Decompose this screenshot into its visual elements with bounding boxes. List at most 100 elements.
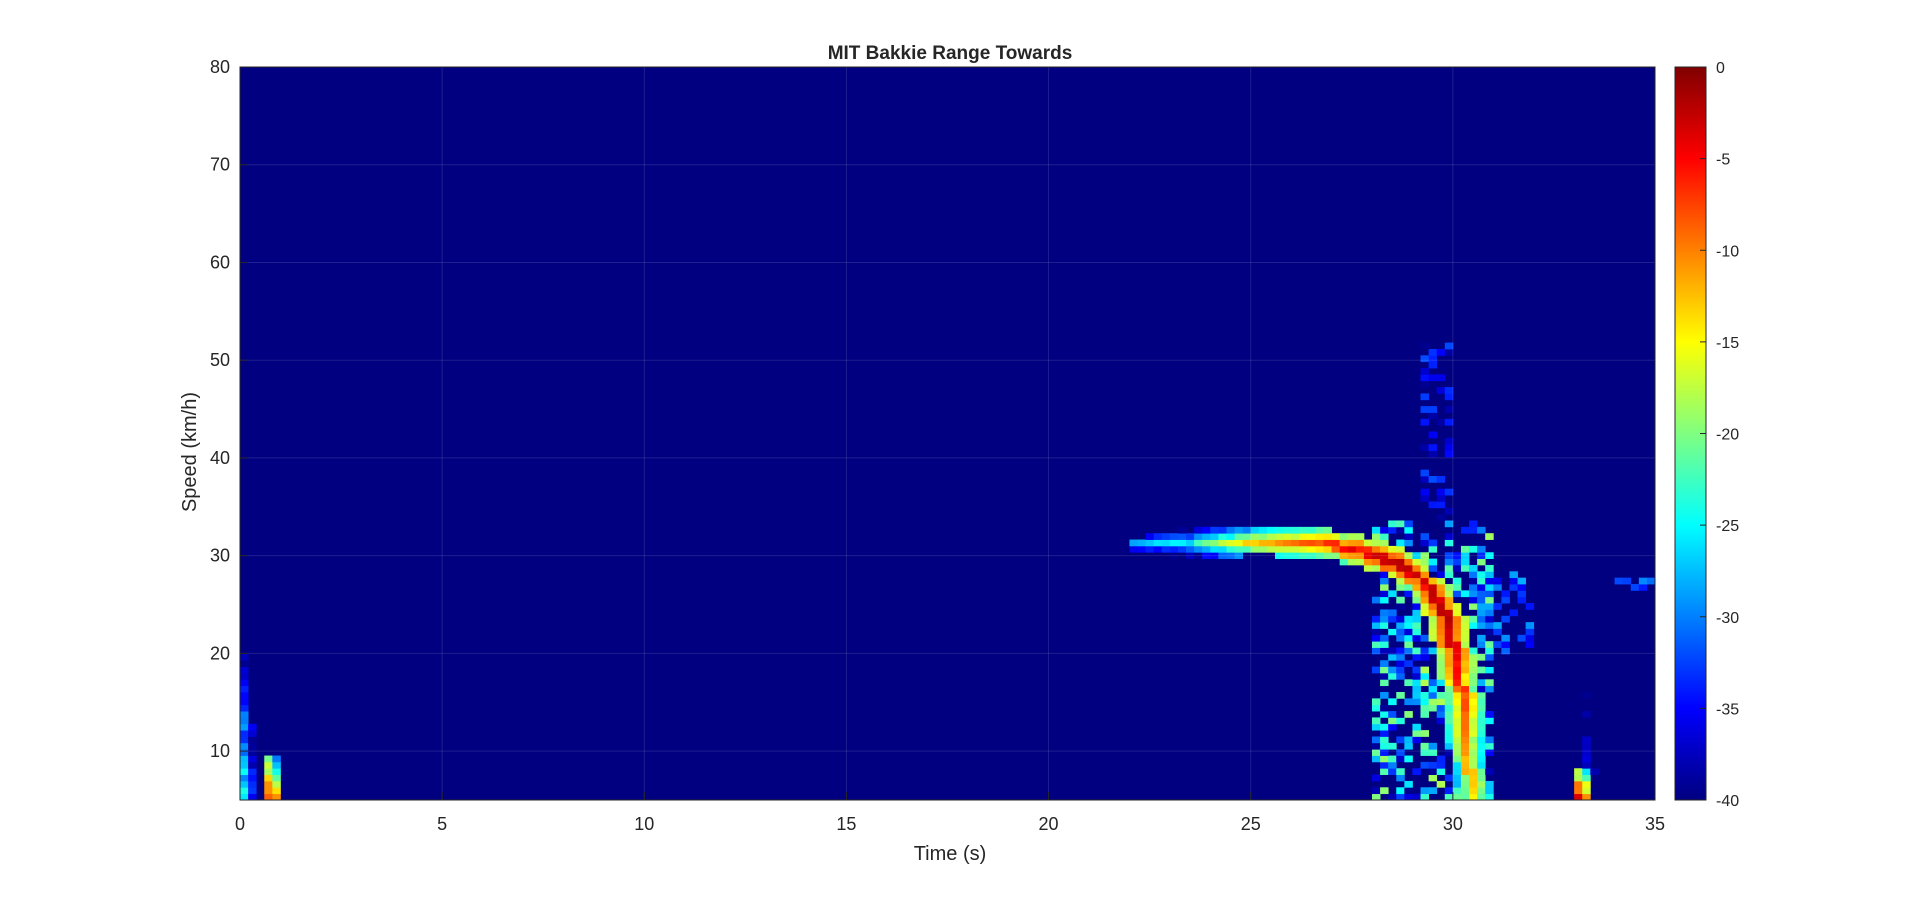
- heatmap-cell: [1477, 749, 1486, 756]
- heatmap-cell: [1436, 584, 1446, 591]
- heatmap-cell: [1469, 761, 1478, 769]
- heatmap-cell: [1428, 348, 1438, 356]
- heatmap-cell: [1380, 730, 1389, 737]
- heatmap-cell: [1210, 545, 1219, 553]
- heatmap-cell: [1517, 634, 1527, 642]
- heatmap-cell: [1485, 666, 1494, 674]
- heatmap-cell: [1420, 584, 1429, 591]
- heatmap-cell: [1485, 793, 1494, 801]
- heatmap-cell: [248, 736, 257, 744]
- heatmap-cell: [1436, 711, 1446, 718]
- heatmap-cell: [240, 660, 249, 667]
- heatmap-cell: [1266, 533, 1276, 540]
- heatmap-cell: [1452, 711, 1462, 718]
- heatmap-cell: [240, 704, 249, 712]
- heatmap-cell: [1460, 653, 1470, 661]
- heatmap-cell: [1452, 660, 1462, 667]
- heatmap-cell: [1444, 679, 1454, 687]
- heatmap-cell: [1404, 577, 1413, 585]
- heatmap-cell: [1436, 660, 1446, 667]
- heatmap-cell: [1380, 755, 1389, 763]
- heatmap-cell: [1380, 768, 1389, 775]
- heatmap-cell: [1210, 539, 1219, 547]
- heatmap-cell: [1420, 761, 1429, 769]
- heatmap-cell: [1372, 539, 1381, 547]
- x-axis-ticks: 0 5 10 15 20 25 30 35: [235, 792, 1665, 834]
- heatmap-cell: [1355, 539, 1365, 547]
- heatmap-cell: [1517, 577, 1527, 585]
- heatmap-cell: [1420, 342, 1429, 350]
- heatmap-cell: [1460, 692, 1470, 699]
- heatmap-cell: [1388, 590, 1397, 598]
- heatmap-cell: [1469, 577, 1478, 585]
- heatmap-cell: [1380, 564, 1389, 572]
- heatmap-cell: [1436, 761, 1446, 769]
- heatmap-cell: [1202, 539, 1211, 547]
- heatmap-cell: [1477, 761, 1486, 769]
- heatmap-cell: [1469, 596, 1478, 604]
- heatmap-cell: [1582, 755, 1591, 763]
- colorbar-tick-label: -35: [1716, 701, 1739, 718]
- heatmap-cell: [1444, 406, 1454, 413]
- heatmap-cell: [240, 736, 249, 744]
- heatmap-cell: [1444, 685, 1454, 693]
- heatmap-cell: [1469, 755, 1478, 763]
- heatmap-cell: [1404, 641, 1413, 648]
- heatmap-cell: [1372, 793, 1381, 801]
- heatmap-cell: [1452, 634, 1462, 642]
- heatmap-cell: [1428, 685, 1438, 693]
- heatmap-cell: [1582, 692, 1591, 699]
- heatmap-cell: [1469, 774, 1478, 782]
- heatmap-cell: [1412, 723, 1421, 731]
- heatmap-cell: [1452, 698, 1462, 706]
- heatmap-cell: [240, 755, 249, 763]
- heatmap-cell: [1428, 590, 1438, 598]
- heatmap-cell: [1420, 698, 1429, 706]
- heatmap-cell: [1477, 666, 1486, 674]
- heatmap-cell: [1452, 749, 1462, 756]
- heatmap-cell: [1129, 545, 1138, 553]
- heatmap-cell: [1242, 539, 1252, 547]
- heatmap-cell: [1452, 564, 1462, 572]
- heatmap-cell: [1420, 488, 1429, 496]
- heatmap-cell: [1388, 564, 1397, 572]
- heatmap-cell: [1363, 564, 1373, 572]
- heatmap-cell: [1460, 634, 1470, 642]
- heatmap-cell: [1420, 495, 1429, 502]
- heatmap-cell: [1404, 526, 1413, 534]
- heatmap-cell: [1274, 539, 1284, 547]
- heatmap-cell: [1396, 603, 1405, 610]
- heatmap-cell: [1477, 615, 1486, 623]
- heatmap-cell: [1444, 711, 1454, 718]
- heatmap-cell: [1420, 679, 1429, 687]
- heatmap-cell: [1614, 577, 1624, 585]
- heatmap-cell: [1469, 653, 1478, 661]
- heatmap-cell: [1477, 774, 1486, 782]
- heatmap-cell: [1460, 749, 1470, 756]
- heatmap-cell: [1299, 533, 1308, 540]
- plot-frame: [239, 66, 1656, 801]
- colorbar-tick-label: -30: [1716, 610, 1739, 627]
- heatmap-cell: [1388, 711, 1397, 718]
- heatmap-cell: [1444, 552, 1454, 559]
- heatmap-cell: [1396, 793, 1405, 801]
- heatmap-cell: [1436, 641, 1446, 648]
- heatmap-cell: [1153, 545, 1163, 553]
- heatmap-cell: [1428, 476, 1438, 483]
- heatmap-cell: [1194, 526, 1203, 534]
- heatmap-cell: [1436, 603, 1446, 610]
- heatmap-cell: [1428, 634, 1438, 642]
- heatmap-cell: [1460, 755, 1470, 763]
- heatmap-cell: [1517, 596, 1527, 604]
- heatmap-cell: [1452, 685, 1462, 693]
- heatmap-cell: [1412, 590, 1421, 598]
- heatmap-cell: [1477, 711, 1486, 718]
- heatmap-cell: [1444, 717, 1454, 725]
- heatmap-cell: [1412, 596, 1421, 604]
- heatmap-cell: [1509, 577, 1518, 585]
- heatmap-cell: [1469, 685, 1478, 693]
- heatmap-cell: [1444, 660, 1454, 667]
- heatmap-cell: [1339, 539, 1349, 547]
- heatmap-cell: [1485, 711, 1494, 718]
- heatmap-cell: [1485, 552, 1494, 559]
